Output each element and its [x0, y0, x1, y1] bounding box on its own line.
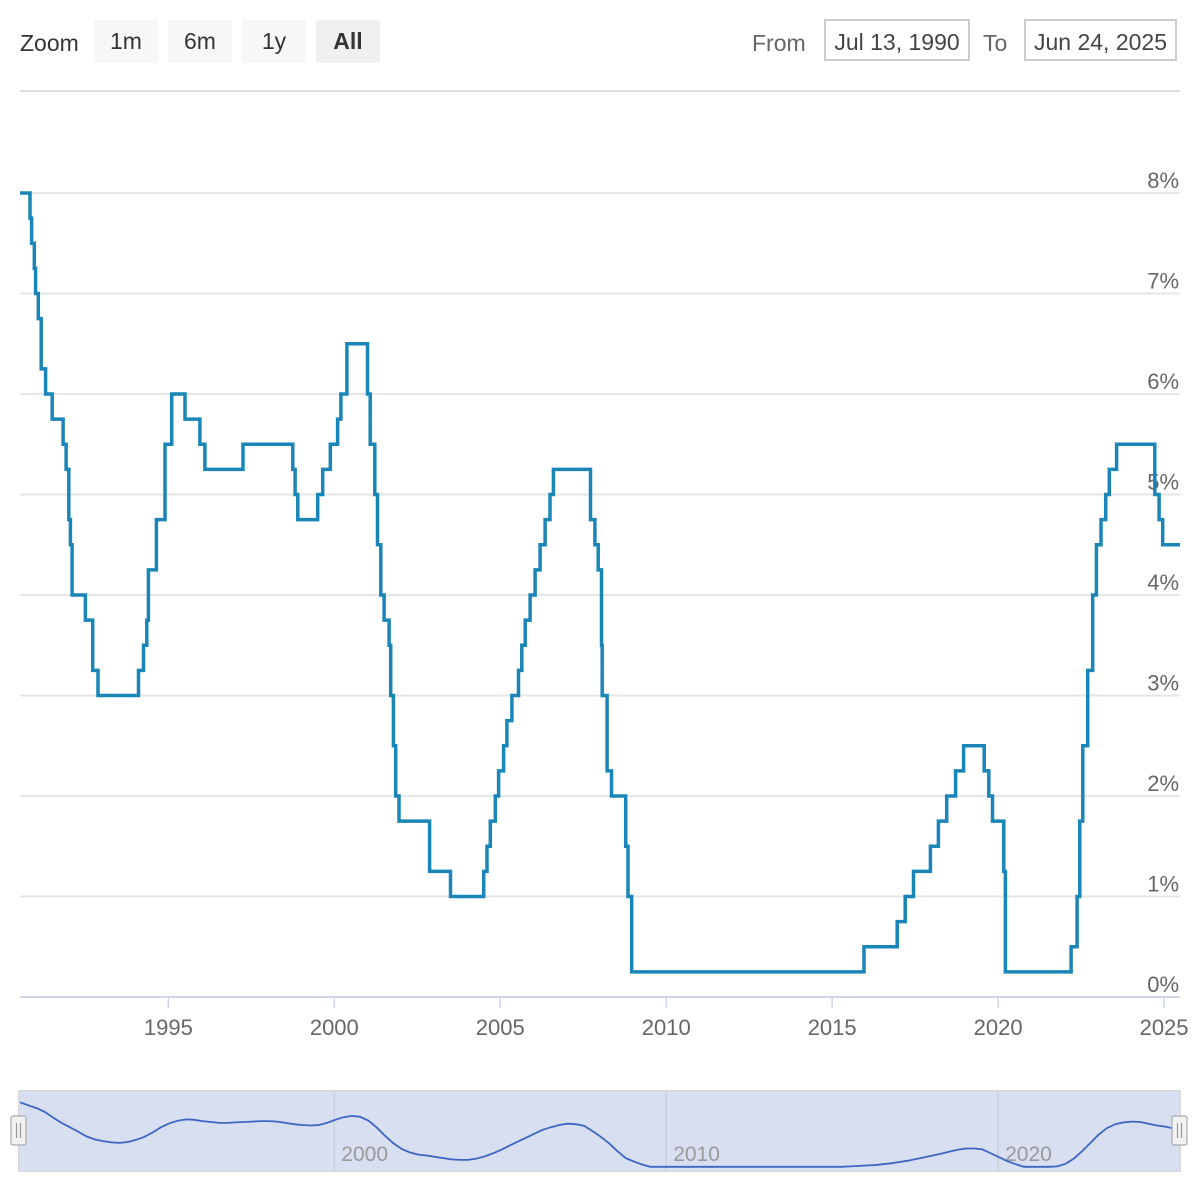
from-label: From	[752, 30, 806, 56]
x-tick-label: 2025	[1140, 1015, 1189, 1040]
series-line	[20, 191, 1180, 974]
zoom-6m-button[interactable]: 6m	[168, 20, 232, 63]
y-tick-label: 5%	[1147, 470, 1179, 495]
navigator-tick-label: 2020	[1005, 1143, 1052, 1166]
x-axis-labels: 1995 2000 2005 2010 2015 2020 2025	[144, 997, 1189, 1040]
navigator-grid: 2000 2010 2020	[333, 1091, 1052, 1171]
zoom-label: Zoom	[20, 30, 79, 56]
x-tick-label: 2005	[476, 1015, 525, 1040]
y-tick-label: 6%	[1147, 369, 1179, 394]
grid-lines	[20, 192, 1180, 998]
to-label: To	[983, 30, 1008, 56]
y-axis-labels: 0% 1% 2% 3% 4% 5% 6% 7% 8%	[1147, 168, 1179, 997]
from-date-input[interactable]: Jul 13, 1990	[824, 19, 970, 61]
y-tick-label: 3%	[1147, 671, 1179, 696]
x-tick-label: 2000	[310, 1015, 359, 1040]
y-tick-label: 8%	[1147, 168, 1179, 193]
navigator-tick-label: 2010	[673, 1143, 720, 1166]
navigator[interactable]: 2000 2010 2020	[10, 1090, 1188, 1172]
y-tick-label: 2%	[1147, 771, 1179, 796]
to-date-input[interactable]: Jun 24, 2025	[1024, 19, 1177, 61]
x-tick-label: 2020	[974, 1015, 1023, 1040]
y-tick-label: 1%	[1147, 872, 1179, 897]
y-tick-label: 4%	[1147, 570, 1179, 595]
navigator-right-handle[interactable]	[1171, 1115, 1188, 1146]
zoom-1y-button[interactable]: 1y	[242, 20, 306, 63]
navigator-selection[interactable]	[19, 1091, 1180, 1171]
navigator-left-handle[interactable]	[10, 1115, 27, 1146]
navigator-tick-label: 2000	[341, 1143, 388, 1166]
y-tick-label: 7%	[1147, 269, 1179, 294]
y-tick-label: 0%	[1147, 972, 1179, 997]
x-tick-label: 2010	[642, 1015, 691, 1040]
navigator-line	[19, 1101, 1174, 1168]
x-tick-label: 1995	[144, 1015, 193, 1040]
zoom-1m-button[interactable]: 1m	[94, 20, 158, 63]
zoom-all-button[interactable]: All	[316, 20, 380, 63]
x-tick-label: 2015	[808, 1015, 857, 1040]
toolbar: Zoom 1m 6m 1y All From Jul 13, 1990 To J…	[0, 0, 1200, 90]
